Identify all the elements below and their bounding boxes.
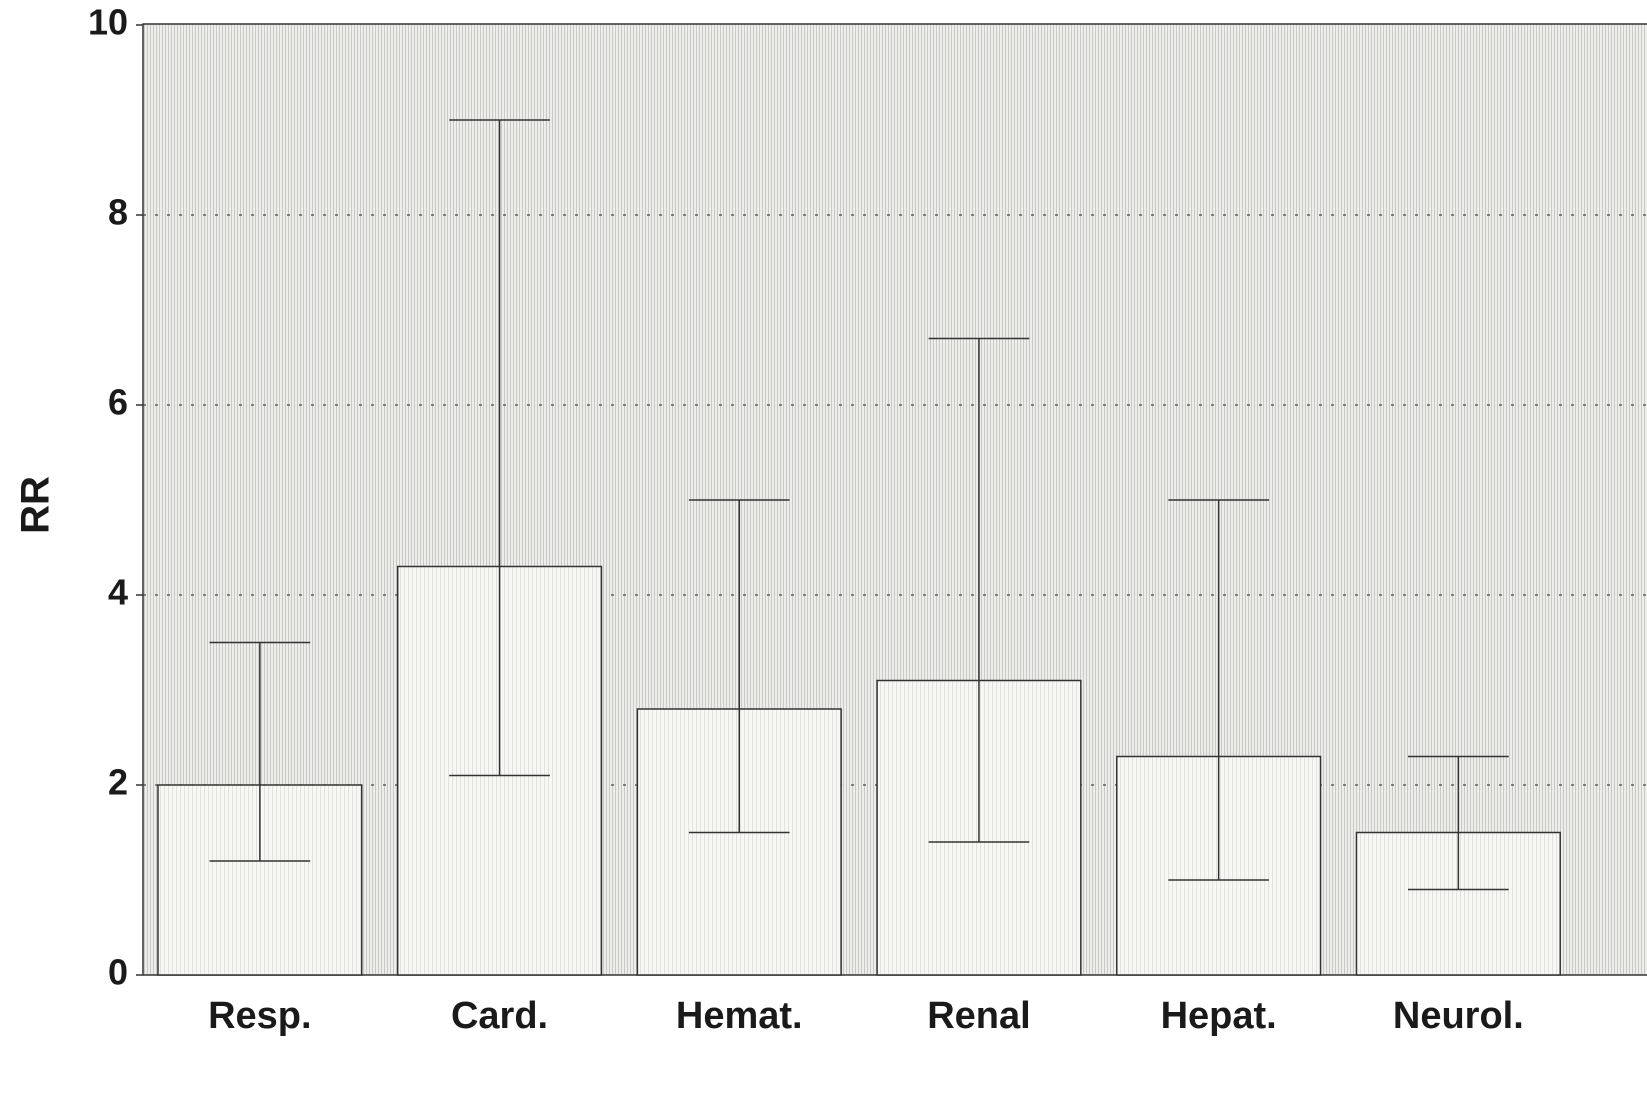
x-tick-label: Hepat. <box>1161 995 1277 1037</box>
y-tick-label: 6 <box>108 382 128 423</box>
x-tick-label: Hemat. <box>676 995 803 1037</box>
y-axis-label: RR <box>14 476 58 534</box>
y-tick-label: 8 <box>108 192 128 233</box>
y-tick-label: 10 <box>88 2 128 43</box>
x-tick-label: Neurol. <box>1393 995 1524 1037</box>
bar <box>636 708 842 976</box>
y-tick-label: 2 <box>108 762 128 803</box>
x-tick-label: Card. <box>451 995 548 1037</box>
y-tick-label: 4 <box>108 572 128 613</box>
y-tick-label: 0 <box>108 952 128 993</box>
x-tick-label: Renal <box>927 995 1030 1037</box>
x-tick-label: Resp. <box>208 995 311 1037</box>
